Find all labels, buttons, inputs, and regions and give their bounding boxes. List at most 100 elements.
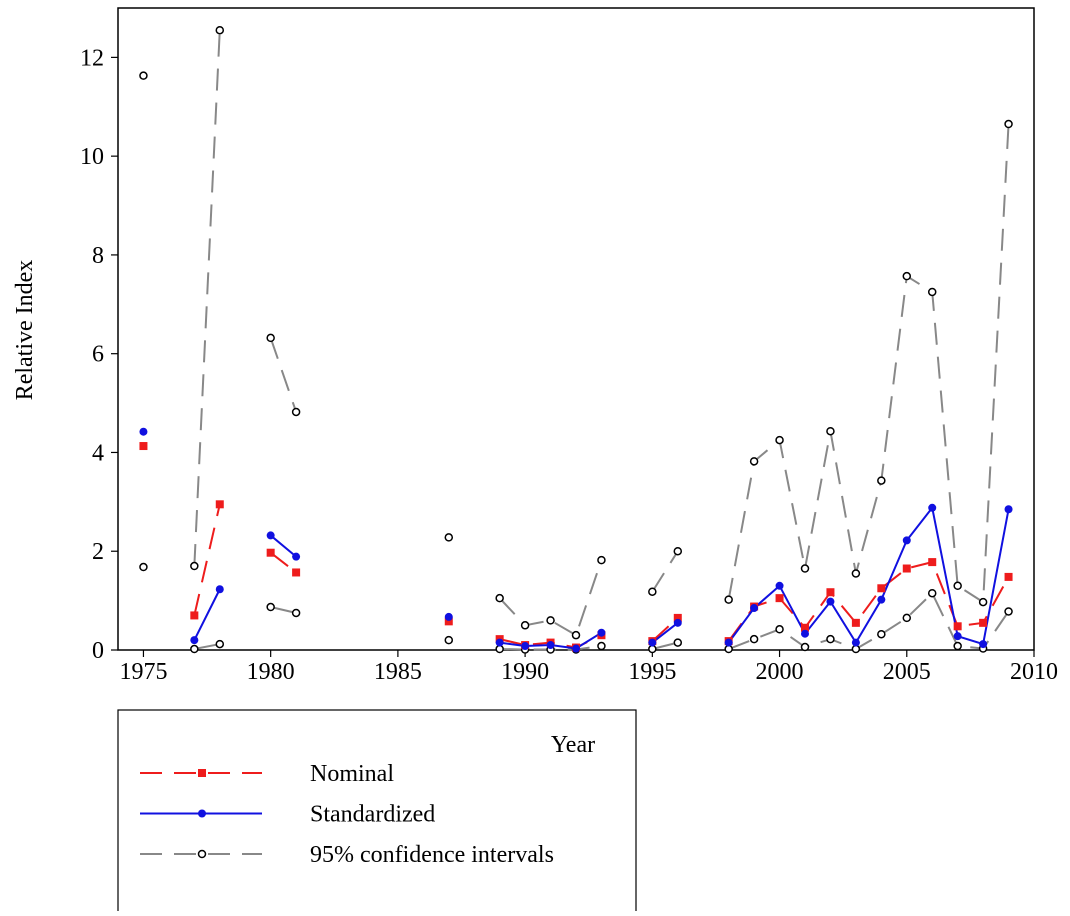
marker <box>826 588 835 597</box>
marker <box>597 628 606 637</box>
marker <box>1004 505 1013 514</box>
marker <box>953 581 962 591</box>
marker <box>444 533 454 542</box>
x-axis-label: Year <box>551 732 595 758</box>
x-tick-label: 2005 <box>883 659 931 685</box>
marker <box>266 602 275 612</box>
marker <box>215 585 224 594</box>
marker <box>902 564 911 573</box>
marker <box>775 625 784 634</box>
legend-marker <box>197 849 207 859</box>
marker <box>571 630 581 640</box>
marker <box>190 644 199 654</box>
marker <box>190 561 199 571</box>
marker <box>877 584 886 593</box>
marker <box>495 638 504 647</box>
marker <box>902 536 911 545</box>
series-line <box>194 591 1010 651</box>
marker <box>928 503 937 512</box>
series-line <box>193 505 1010 650</box>
marker <box>444 617 453 626</box>
marker <box>292 552 301 561</box>
marker <box>139 427 148 436</box>
marker <box>266 548 275 557</box>
y-tick-label: 4 <box>92 440 104 466</box>
marker <box>724 595 733 604</box>
marker <box>673 613 682 622</box>
marker <box>291 608 301 618</box>
legend-marker <box>198 769 206 777</box>
series-line <box>193 504 1010 649</box>
marker <box>801 623 809 632</box>
marker <box>673 546 683 556</box>
marker <box>444 635 454 645</box>
marker <box>215 639 225 649</box>
marker <box>953 641 962 651</box>
y-tick-label: 0 <box>92 638 104 664</box>
marker <box>953 632 962 641</box>
marker <box>775 581 784 590</box>
marker <box>877 629 886 639</box>
marker <box>851 618 860 627</box>
y-tick-label: 12 <box>80 45 104 71</box>
marker <box>495 593 504 603</box>
marker <box>139 71 148 80</box>
marker <box>877 595 886 604</box>
marker <box>927 287 937 297</box>
marker <box>521 642 530 651</box>
marker <box>215 500 224 509</box>
marker <box>851 638 860 647</box>
marker <box>215 25 225 35</box>
x-tick-label: 1990 <box>501 659 549 685</box>
marker <box>597 555 606 565</box>
y-tick-label: 6 <box>92 342 104 368</box>
marker <box>572 644 580 653</box>
marker <box>190 636 199 645</box>
marker <box>902 613 912 623</box>
marker <box>266 333 275 343</box>
marker <box>801 629 809 638</box>
x-tick-label: 1985 <box>374 659 422 685</box>
y-axis-label: Relative Index <box>12 260 38 401</box>
y-tick-label: 2 <box>92 539 104 565</box>
plot-frame <box>117 7 1035 651</box>
x-tick-label: 1980 <box>247 659 295 685</box>
x-tick-label: 2010 <box>1010 659 1058 685</box>
legend-label: Standardized <box>310 802 435 828</box>
marker <box>800 642 810 652</box>
marker <box>648 587 657 596</box>
marker <box>750 604 759 613</box>
marker <box>877 476 886 485</box>
marker <box>1004 572 1013 581</box>
marker <box>648 638 657 647</box>
marker <box>190 611 199 620</box>
marker <box>546 641 555 650</box>
marker <box>953 622 962 631</box>
marker <box>826 634 835 644</box>
series-line <box>193 30 1010 637</box>
marker <box>724 638 733 647</box>
marker <box>444 612 453 621</box>
marker <box>978 597 988 607</box>
legend-box <box>117 709 637 916</box>
marker <box>597 641 606 651</box>
marker <box>902 271 912 281</box>
legend-marker <box>198 809 206 818</box>
marker <box>291 407 301 417</box>
marker <box>826 597 835 606</box>
marker <box>520 621 530 630</box>
marker <box>139 442 148 451</box>
marker <box>749 457 759 466</box>
marker <box>673 618 682 627</box>
y-tick-label: 8 <box>92 243 104 269</box>
marker <box>979 640 988 649</box>
marker <box>927 588 937 598</box>
marker <box>928 558 937 567</box>
marker <box>546 616 555 625</box>
marker <box>826 426 835 436</box>
x-tick-label: 2000 <box>756 659 804 685</box>
marker <box>749 634 759 644</box>
marker <box>292 568 301 577</box>
